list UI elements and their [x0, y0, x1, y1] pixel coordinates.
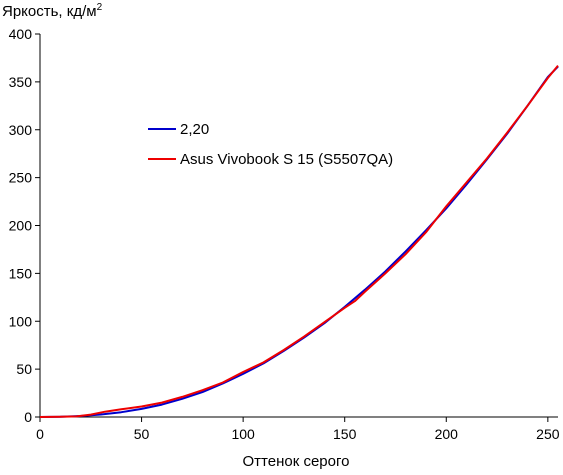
y-tick-label: 200 — [9, 218, 33, 234]
y-tick-label: 400 — [9, 26, 33, 42]
axes: 0 50 100 150 200 250 300 350 400 0 50 100 150 200 250 — [9, 26, 560, 442]
series-lines — [39, 64, 559, 418]
x-tick-label: 250 — [536, 426, 560, 442]
y-axis-label: Яркость, кд/м2 — [2, 2, 103, 20]
series-line-1 — [39, 64, 559, 418]
y-tick-label: 0 — [24, 409, 32, 425]
y-tick-label: 100 — [9, 313, 33, 329]
x-axis-label: Оттенок серого — [243, 453, 350, 470]
x-tick-label: 0 — [36, 426, 44, 442]
y-tick-label: 50 — [16, 361, 32, 377]
legend-label-1: Asus Vivobook S 15 (S5507QA) — [180, 151, 393, 168]
x-tick-label: 100 — [231, 426, 255, 442]
y-tick-label: 300 — [9, 122, 33, 138]
x-tick-label: 50 — [134, 426, 150, 442]
y-tick-label: 150 — [9, 265, 33, 281]
legend-label-0: 2,20 — [180, 121, 209, 138]
x-tick-label: 200 — [435, 426, 459, 442]
series-line-0 — [39, 65, 559, 418]
legend: 2,20 Asus Vivobook S 15 (S5507QA) — [148, 121, 393, 168]
x-tick-label: 150 — [333, 426, 357, 442]
y-tick-label: 350 — [9, 74, 33, 90]
y-tick-label: 250 — [9, 170, 33, 186]
